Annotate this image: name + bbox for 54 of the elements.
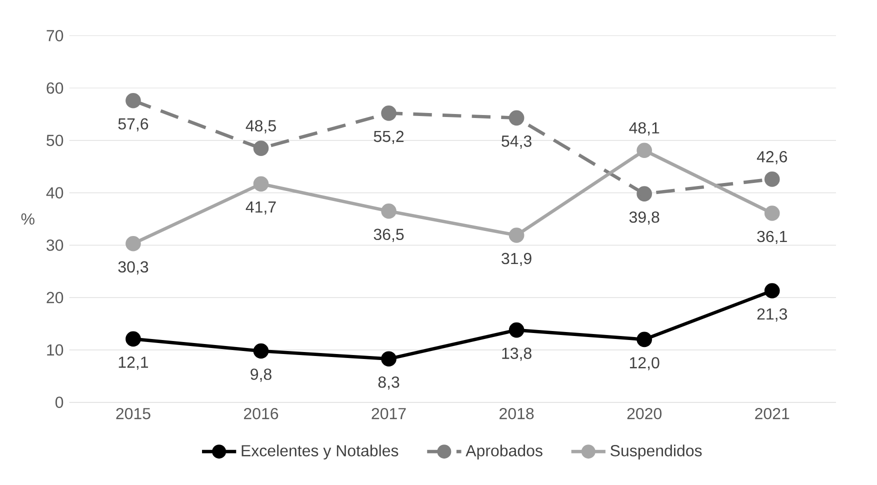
point bbox=[764, 283, 780, 298]
x-tick-label: 2015 bbox=[116, 408, 150, 420]
y-tick-label: 40 bbox=[46, 187, 64, 198]
data-label: 48,1 bbox=[629, 122, 660, 136]
data-label: 31,9 bbox=[502, 252, 532, 266]
point bbox=[508, 322, 524, 338]
data-label: 30,3 bbox=[118, 261, 148, 274]
data-label: 8,3 bbox=[378, 376, 400, 390]
x-tick-label: 2018 bbox=[500, 408, 534, 420]
y-axis-title: % bbox=[21, 213, 34, 225]
point bbox=[126, 236, 141, 252]
y-tick-label: 0 bbox=[55, 396, 64, 408]
data-label: 12,1 bbox=[118, 356, 148, 370]
data-label: 48,5 bbox=[246, 120, 276, 134]
legend-label: Excelentes y Notables bbox=[242, 444, 398, 460]
y-tick-label: 60 bbox=[46, 82, 64, 94]
x-tick-label: 2020 bbox=[627, 408, 662, 420]
point bbox=[126, 92, 141, 108]
point bbox=[381, 351, 396, 367]
legend-label: Aprobados bbox=[466, 444, 542, 460]
data-label: 36,5 bbox=[374, 228, 404, 242]
data-label: 41,7 bbox=[246, 202, 276, 215]
point bbox=[381, 203, 396, 219]
x-tick-label: 2017 bbox=[372, 408, 406, 420]
legend-label: Suspendidos bbox=[610, 444, 702, 460]
point bbox=[508, 110, 524, 126]
y-tick-label: 30 bbox=[46, 240, 64, 251]
data-label: 42,6 bbox=[756, 151, 787, 164]
data-label: 39,8 bbox=[629, 211, 660, 225]
point bbox=[126, 331, 141, 347]
x-tick-label: 2021 bbox=[755, 408, 790, 420]
data-label: 9,8 bbox=[250, 368, 272, 382]
data-label: 36,1 bbox=[757, 230, 787, 244]
data-label: 21,3 bbox=[757, 308, 787, 322]
y-tick-label: 20 bbox=[46, 292, 64, 304]
point bbox=[253, 343, 269, 359]
point bbox=[253, 176, 269, 192]
point bbox=[764, 206, 780, 221]
x-tick-label: 2016 bbox=[244, 408, 278, 420]
data-label: 57,6 bbox=[118, 118, 148, 132]
point bbox=[636, 332, 652, 348]
y-tick-label: 10 bbox=[47, 344, 64, 356]
data-label: 54,3 bbox=[502, 136, 532, 149]
point bbox=[636, 186, 652, 202]
point bbox=[508, 228, 524, 243]
data-label: 12,0 bbox=[630, 357, 660, 370]
point bbox=[764, 172, 780, 187]
point bbox=[636, 142, 652, 158]
y-tick-label: 70 bbox=[46, 30, 64, 42]
data-label: 55,2 bbox=[374, 130, 404, 144]
data-label: 13,8 bbox=[502, 348, 532, 361]
point bbox=[253, 140, 269, 156]
point bbox=[381, 106, 396, 121]
y-tick-label: 50 bbox=[46, 134, 64, 146]
